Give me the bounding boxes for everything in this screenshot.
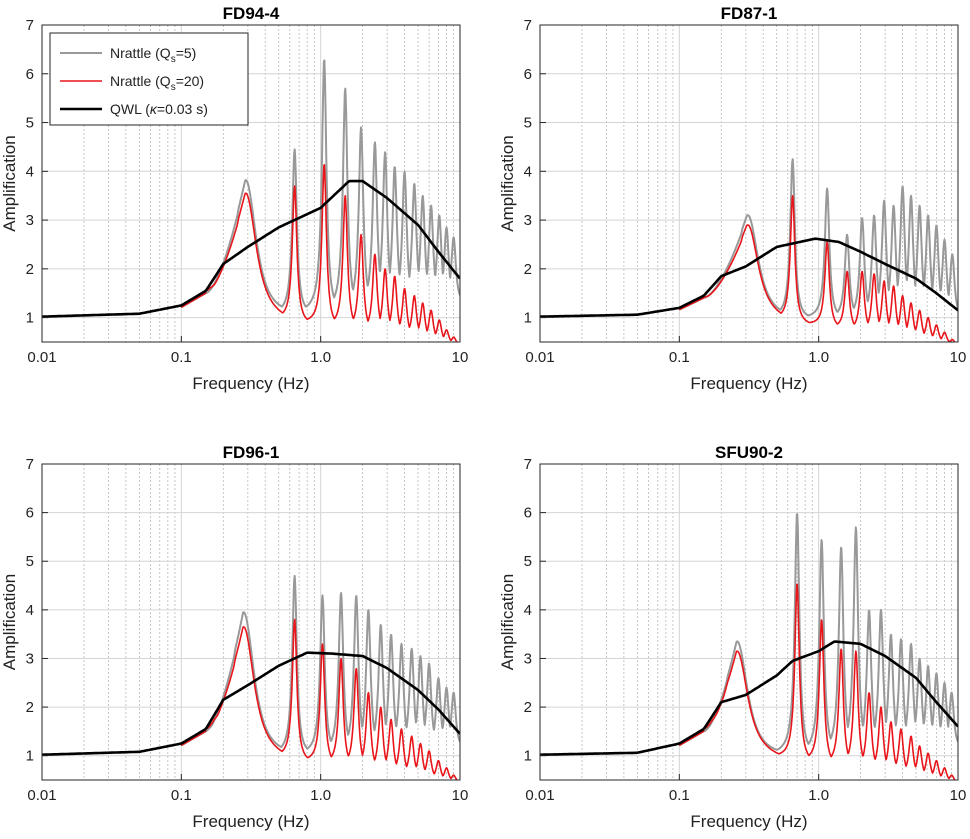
y-tick-label: 5 [524, 115, 532, 132]
legend-entry-text: Nrattle (Qs=5) [110, 45, 196, 65]
y-tick-label: 2 [524, 699, 532, 716]
y-tick-label: 6 [26, 66, 34, 83]
ticks [539, 24, 959, 342]
x-tick-label: 10 [452, 787, 469, 804]
x-axis-label: Frequency (Hz) [192, 374, 309, 393]
x-axis-label: Frequency (Hz) [690, 374, 807, 393]
y-tick-label: 2 [26, 261, 34, 278]
legend: Nrattle (Qs=5) Nrattle (Qs=20) QWL (κ=0.03… [49, 32, 249, 126]
chart-panel-4: 0.01 0.1 1.0 10 1 2 3 4 5 6 7 SFU90-2 Frequency (Hz)… [498, 443, 966, 831]
y-tick-label: 6 [524, 66, 532, 83]
x-tick-label: 0.01 [27, 787, 56, 804]
series-group [42, 59, 460, 342]
series-group [540, 158, 958, 342]
x-tick-label: 0.01 [525, 787, 554, 804]
chart-panel-3: 0.01 0.1 1.0 10 1 2 3 4 5 6 7 FD96-1 Frequency (Hz) A… [0, 443, 468, 831]
y-tick-label: 4 [26, 163, 34, 180]
x-tick-label: 10 [950, 787, 967, 804]
plot-frame [539, 24, 959, 343]
y-tick-label: 7 [26, 456, 34, 473]
y-axis-label: Amplification [498, 135, 517, 231]
y-tick-label: 2 [524, 261, 532, 278]
y-axis-label: Amplification [0, 574, 19, 670]
y-tick-label: 7 [524, 456, 532, 473]
y-tick-label: 3 [524, 650, 532, 667]
x-axis-label: Frequency (Hz) [690, 812, 807, 831]
series-line-qwl-line [42, 651, 460, 756]
y-tick-label: 4 [524, 163, 532, 180]
series-line-qwl-line [540, 640, 958, 756]
y-tick-label: 3 [524, 212, 532, 229]
y-tick-label: 4 [524, 602, 532, 619]
legend-entry-text: Nrattle (Qs=20) [110, 73, 204, 93]
y-tick-label: 3 [26, 650, 34, 667]
chart-panel-2: 0.01 0.1 1.0 10 1 2 3 4 5 6 7 FD87-1 Frequency (Hz) A… [498, 4, 966, 393]
plot-frame [41, 463, 461, 781]
x-tick-label: 0.01 [525, 349, 554, 366]
legend-entry-text: QWL (κ=0.03 s) [110, 101, 208, 117]
x-tick-label: 1.0 [808, 787, 829, 804]
y-tick-label: 3 [26, 212, 34, 229]
chart-title: FD87-1 [721, 4, 778, 23]
chart-panel-1: 0.01 0.1 1.0 10 1 2 3 4 5 6 7 FD94-4 Frequency (Hz) A… [0, 4, 468, 393]
chart-title: SFU90-2 [715, 443, 783, 462]
y-axis-label: Amplification [498, 574, 517, 670]
y-tick-label: 5 [26, 115, 34, 132]
y-tick-label: 1 [26, 310, 34, 327]
plot-frame [539, 463, 959, 781]
y-tick-label: 6 [524, 505, 532, 522]
x-tick-label: 0.01 [27, 349, 56, 366]
y-tick-label: 7 [26, 17, 34, 34]
x-tick-label: 0.1 [669, 349, 690, 366]
y-tick-label: 1 [26, 748, 34, 765]
series-group [540, 513, 958, 780]
x-tick-label: 0.1 [669, 787, 690, 804]
plot-frame [41, 24, 461, 343]
x-tick-label: 1.0 [310, 349, 331, 366]
x-tick-label: 10 [452, 349, 469, 366]
series-line-qwl-line [42, 179, 460, 318]
grid [41, 463, 461, 780]
series-group [42, 574, 460, 780]
grid [539, 463, 959, 780]
y-axis-label: Amplification [0, 135, 19, 231]
y-tick-label: 7 [524, 17, 532, 34]
y-tick-label: 2 [26, 699, 34, 716]
y-tick-label: 5 [26, 553, 34, 570]
y-tick-label: 1 [524, 310, 532, 327]
x-tick-label: 0.1 [171, 787, 192, 804]
series-line-qwl-line [540, 237, 958, 318]
x-tick-label: 10 [950, 349, 967, 366]
ticks [41, 463, 461, 780]
chart-title: FD94-4 [223, 4, 280, 23]
ticks [41, 24, 461, 342]
chart-title: FD96-1 [223, 443, 280, 462]
y-tick-label: 6 [26, 505, 34, 522]
x-tick-label: 1.0 [310, 787, 331, 804]
ticks [539, 463, 959, 780]
x-tick-label: 0.1 [171, 349, 192, 366]
y-tick-label: 5 [524, 553, 532, 570]
x-tick-label: 1.0 [808, 349, 829, 366]
series-line-nrattle-qs5 [540, 513, 958, 756]
y-tick-label: 1 [524, 748, 532, 765]
x-axis-label: Frequency (Hz) [192, 812, 309, 831]
y-tick-label: 4 [26, 602, 34, 619]
